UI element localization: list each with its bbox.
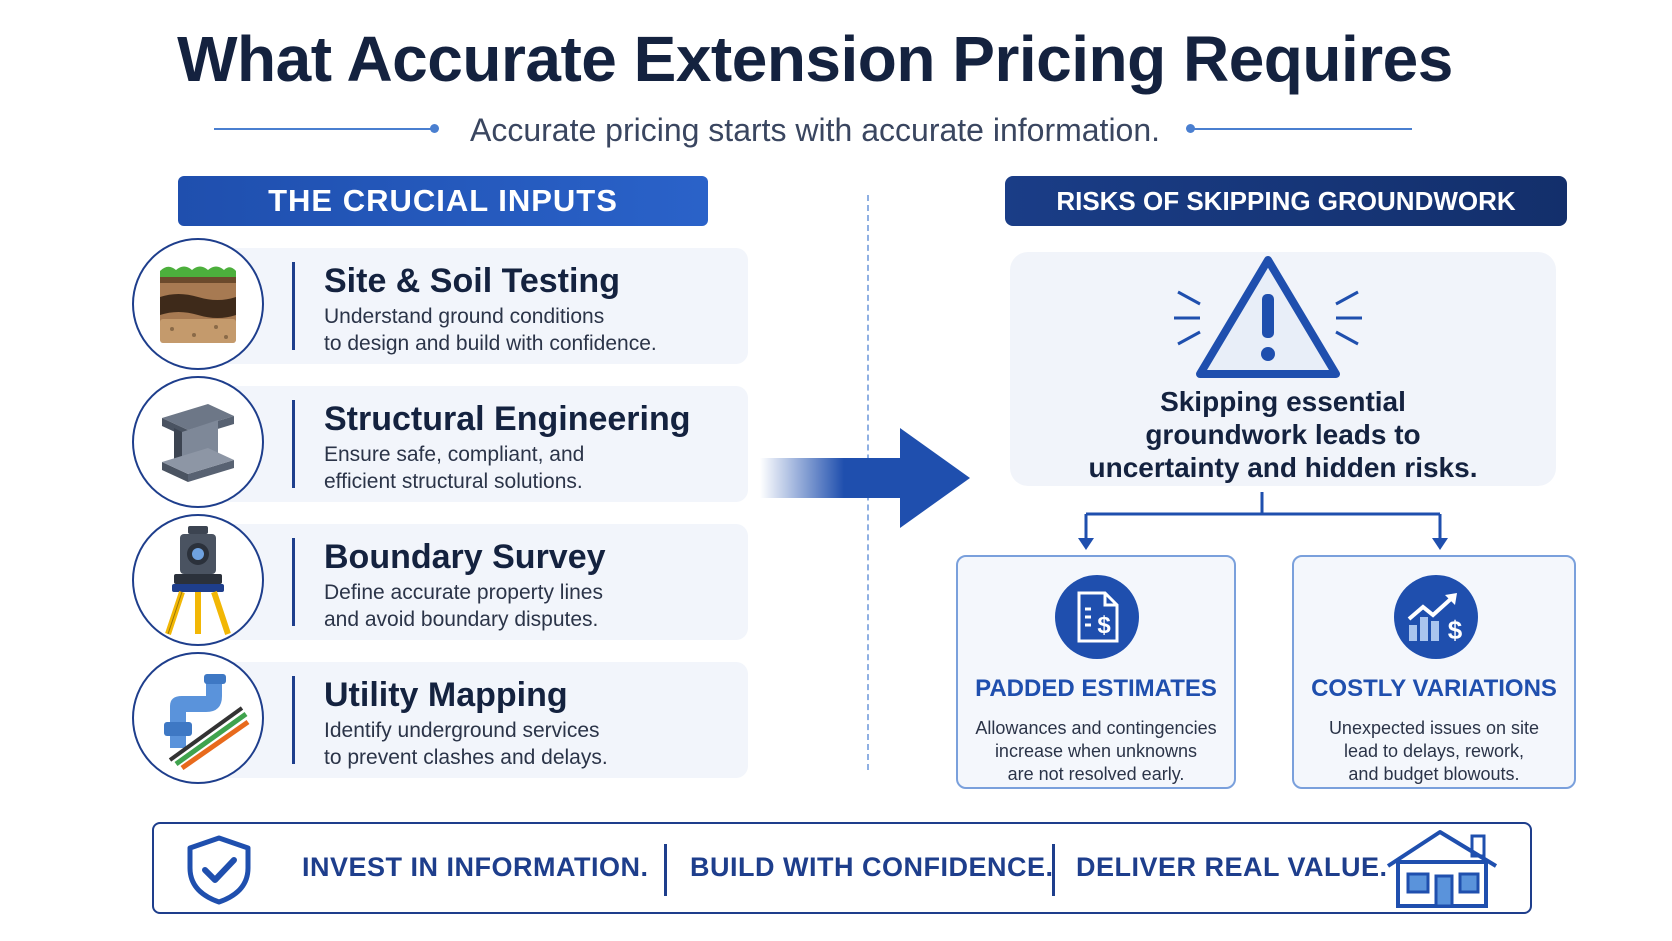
input-description: Define accurate property lines and avoid…: [324, 579, 744, 633]
outcome-desc-line: Unexpected issues on site: [1328, 718, 1540, 738]
shield-check-icon: [187, 835, 251, 905]
slogan-invest: INVEST IN INFORMATION.: [302, 852, 649, 882]
divider-bar: [292, 400, 295, 488]
outcome-card-costly-variations: $ COSTLY VARIATIONS Unexpected issues on…: [1292, 555, 1576, 789]
input-card-utility-mapping: [200, 662, 748, 778]
svg-text:$: $: [1097, 612, 1111, 639]
outcome-description: Unexpected issues on site lead to delays…: [1294, 717, 1574, 786]
subtitle-line-left: [214, 128, 432, 130]
input-card-boundary-survey: [200, 524, 748, 640]
input-desc-line: and avoid boundary disputes.: [324, 608, 599, 631]
outcome-title: PADDED ESTIMATES: [975, 675, 1217, 702]
input-card-structural-engineering: [200, 386, 748, 502]
subtitle: Accurate pricing starts with accurate in…: [469, 112, 1161, 148]
input-description: Understand ground conditions to design a…: [324, 303, 744, 357]
input-desc-line: Understand ground conditions: [324, 305, 605, 328]
outcome-desc-line: and budget blowouts.: [1348, 764, 1520, 784]
divider-bar: [292, 676, 295, 764]
input-title: Site & Soil Testing: [324, 262, 620, 300]
estimate-document-icon: $: [1055, 575, 1139, 659]
outcome-card-padded-estimates: $ PADDED ESTIMATES Allowances and contin…: [956, 555, 1236, 789]
slogan-deliver: DELIVER REAL VALUE.: [1076, 852, 1388, 882]
outcome-desc-line: are not resolved early.: [1007, 764, 1185, 784]
flow-arrow-icon: [760, 428, 970, 528]
risk-line: groundwork leads to: [1145, 419, 1421, 450]
utility-pipes-icon: [132, 652, 264, 784]
subtitle-dot-left: [430, 124, 439, 133]
input-desc-line: to design and build with confidence.: [324, 332, 657, 355]
outcome-title: COSTLY VARIATIONS: [1311, 675, 1557, 702]
input-description: Ensure safe, compliant, and efficient st…: [324, 441, 744, 495]
page-title: What Accurate Extension Pricing Requires: [177, 23, 1453, 95]
outcome-desc-line: increase when unknowns: [994, 741, 1198, 761]
bottom-banner: INVEST IN INFORMATION. BUILD WITH CONFID…: [152, 822, 1532, 914]
subtitle-row: Accurate pricing starts with accurate in…: [0, 108, 1630, 152]
input-desc-line: efficient structural solutions.: [324, 470, 583, 493]
subtitle-dot-right: [1186, 124, 1195, 133]
input-title: Utility Mapping: [324, 676, 568, 714]
svg-text:$: $: [1448, 615, 1463, 643]
soil-layers-icon: [132, 238, 264, 370]
risk-line: uncertainty and hidden risks.: [1088, 452, 1478, 483]
slogan-separator: [664, 844, 667, 896]
warning-triangle-icon: [1174, 256, 1362, 378]
input-card-soil-testing: [200, 248, 748, 364]
divider-bar: [292, 262, 295, 350]
slogan-build: BUILD WITH CONFIDENCE.: [690, 852, 1054, 882]
input-desc-line: to prevent clashes and delays.: [324, 746, 608, 769]
steel-beam-icon: [132, 376, 264, 508]
outcome-desc-line: Allowances and contingencies: [975, 718, 1217, 738]
risks-header: RISKS OF SKIPPING GROUNDWORK: [1005, 176, 1567, 226]
branch-connector: [1078, 492, 1448, 550]
crucial-inputs-header: THE CRUCIAL INPUTS: [178, 176, 708, 226]
outcome-description: Allowances and contingencies increase wh…: [958, 717, 1234, 786]
risk-line: Skipping essential: [1160, 386, 1406, 417]
input-description: Identify underground services to prevent…: [324, 717, 744, 771]
divider-bar: [292, 538, 295, 626]
slogan-separator: [1052, 844, 1055, 896]
house-icon: [1386, 830, 1498, 908]
input-title: Structural Engineering: [324, 400, 691, 438]
input-desc-line: Define accurate property lines: [324, 581, 603, 604]
total-station-icon: [132, 514, 264, 646]
input-title: Boundary Survey: [324, 538, 606, 576]
outcome-desc-line: lead to delays, rework,: [1343, 741, 1525, 761]
subtitle-line-right: [1194, 128, 1412, 130]
risk-statement: Skipping essential groundwork leads to u…: [1010, 385, 1556, 484]
input-desc-line: Ensure safe, compliant, and: [324, 443, 585, 466]
input-desc-line: Identify underground services: [324, 719, 600, 742]
rising-cost-icon: $: [1394, 575, 1478, 659]
